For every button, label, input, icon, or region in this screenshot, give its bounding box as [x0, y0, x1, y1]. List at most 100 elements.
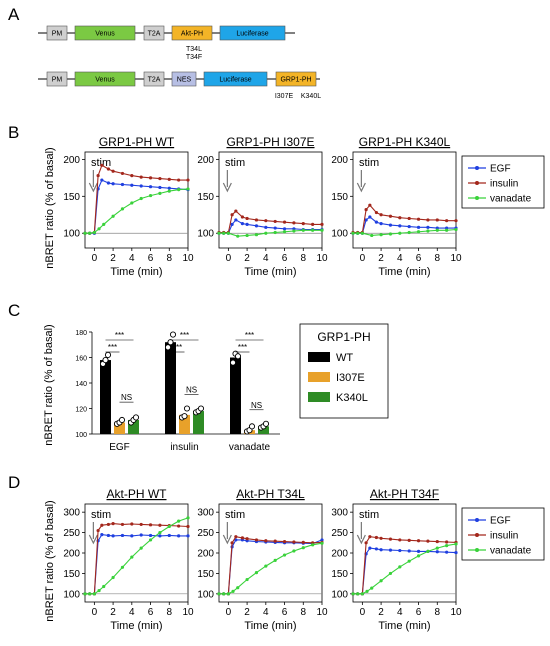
x-tick-label: 8 — [434, 607, 440, 618]
category-label: EGF — [109, 442, 130, 453]
y-tick-label: 100 — [197, 229, 214, 240]
data-point-vanadate — [236, 586, 240, 590]
data-point-vanadate — [282, 230, 287, 234]
data-point-vanadate — [217, 231, 221, 235]
x-axis-label: Time (min) — [378, 266, 430, 278]
data-point-vanadate — [254, 571, 259, 575]
data-point-vanadate — [379, 233, 383, 237]
data-point-insulin — [388, 537, 393, 541]
data-point-vanadate — [365, 589, 369, 593]
y-tick-label: 250 — [331, 528, 348, 539]
data-point-vanadate — [158, 530, 162, 535]
plot-frame — [352, 151, 457, 249]
data-point-vanadate — [236, 234, 240, 238]
data-point-insulin — [186, 178, 190, 182]
data-point-insulin — [311, 222, 315, 226]
y-tick-label: 150 — [331, 192, 348, 203]
data-point-insulin — [407, 216, 411, 221]
x-tick-label: 10 — [316, 607, 328, 618]
x-tick-label: 6 — [416, 253, 422, 264]
data-point-insulin — [100, 163, 104, 167]
data-point-insulin — [282, 220, 287, 224]
bar-legend-box — [299, 323, 389, 419]
y-axis-label: nBRET ratio (% of basal) — [44, 147, 56, 268]
construct-box-label: T2A — [148, 31, 161, 38]
data-point-vanadate — [148, 538, 153, 542]
data-point-insulin — [230, 541, 234, 545]
data-point-egf — [379, 548, 383, 552]
x-axis-label: Time (min) — [244, 620, 296, 632]
x-axis-label: Time (min) — [378, 620, 430, 632]
data-point-insulin — [292, 221, 296, 225]
construct-box-label: Venus — [95, 31, 115, 38]
data-point-egf — [398, 224, 402, 228]
legend-marker-egf — [475, 166, 479, 170]
data-point-insulin — [106, 522, 111, 527]
x-axis-label: Time (min) — [244, 266, 296, 278]
series-line-insulin — [219, 536, 323, 595]
data-point-insulin — [398, 216, 402, 220]
data-point-insulin — [426, 218, 430, 222]
category-label: vanadate — [229, 442, 271, 453]
data-point-insulin — [320, 222, 324, 226]
data-point-insulin — [264, 219, 268, 223]
stim-arrow-head — [88, 534, 98, 545]
y-tick-label: 200 — [331, 549, 348, 560]
x-tick-label: 0 — [92, 607, 98, 618]
data-point-egf — [320, 538, 324, 542]
data-point-insulin — [398, 538, 402, 542]
data-point-insulin — [301, 222, 305, 226]
data-point-egf — [407, 549, 411, 553]
data-point-insulin — [234, 535, 238, 539]
construct-box-t2a — [143, 71, 165, 87]
data-point-vanadate — [435, 228, 439, 232]
data-point-egf — [111, 182, 115, 186]
data-point-vanadate — [416, 554, 421, 558]
y-tick-label: 120 — [75, 407, 87, 414]
data-point-egf — [139, 533, 143, 537]
x-tick-label: 0 — [360, 253, 366, 264]
x-tick-label: 6 — [282, 607, 288, 618]
bar-legend-label: K340L — [336, 392, 368, 404]
data-point-egf — [148, 533, 153, 538]
data-point-insulin — [445, 219, 449, 223]
mutation-label: K340L — [301, 93, 321, 100]
line-chart: GRP1-PH K340L 0 2 4 6 8 10 100 150 200 Time (min) s… — [331, 135, 545, 278]
data-point-vanadate — [407, 559, 411, 563]
construct-box-nes — [171, 71, 197, 87]
data-point-egf — [158, 185, 162, 190]
data-point-egf — [148, 185, 153, 189]
chart-title: GRP1-PH WT — [99, 135, 175, 149]
data-point-egf — [426, 225, 430, 229]
data-point-insulin — [230, 213, 234, 217]
x-tick-label: 10 — [316, 253, 328, 264]
replicate-point — [234, 353, 242, 360]
x-tick-label: 6 — [416, 607, 422, 618]
data-point-vanadate — [398, 231, 402, 235]
data-point-vanadate — [454, 542, 458, 546]
x-tick-label: 8 — [300, 607, 306, 618]
data-point-vanadate — [311, 543, 315, 547]
data-point-insulin — [111, 169, 115, 173]
data-point-insulin — [186, 524, 190, 529]
y-tick-label: 300 — [197, 508, 214, 519]
y-axis-label: nBRET ratio (% of basal) — [44, 500, 56, 621]
stim-label: stim — [91, 509, 111, 521]
construct-box-venus — [74, 71, 136, 87]
construct-box-t2a — [143, 25, 165, 41]
data-point-vanadate — [139, 546, 143, 550]
data-point-egf — [234, 538, 238, 542]
stim-arrow-head — [88, 182, 98, 193]
y-tick-label: 100 — [331, 589, 348, 600]
data-point-insulin — [435, 539, 439, 544]
y-tick-label: 100 — [75, 432, 87, 439]
legend-label-vanadate: vanadate — [490, 194, 532, 205]
construct-box-venus — [74, 25, 136, 41]
data-point-egf — [120, 182, 125, 187]
data-point-vanadate — [186, 516, 190, 520]
data-point-egf — [167, 186, 171, 190]
data-point-vanadate — [416, 230, 421, 234]
data-point-vanadate — [245, 233, 249, 238]
data-point-egf — [454, 550, 458, 555]
